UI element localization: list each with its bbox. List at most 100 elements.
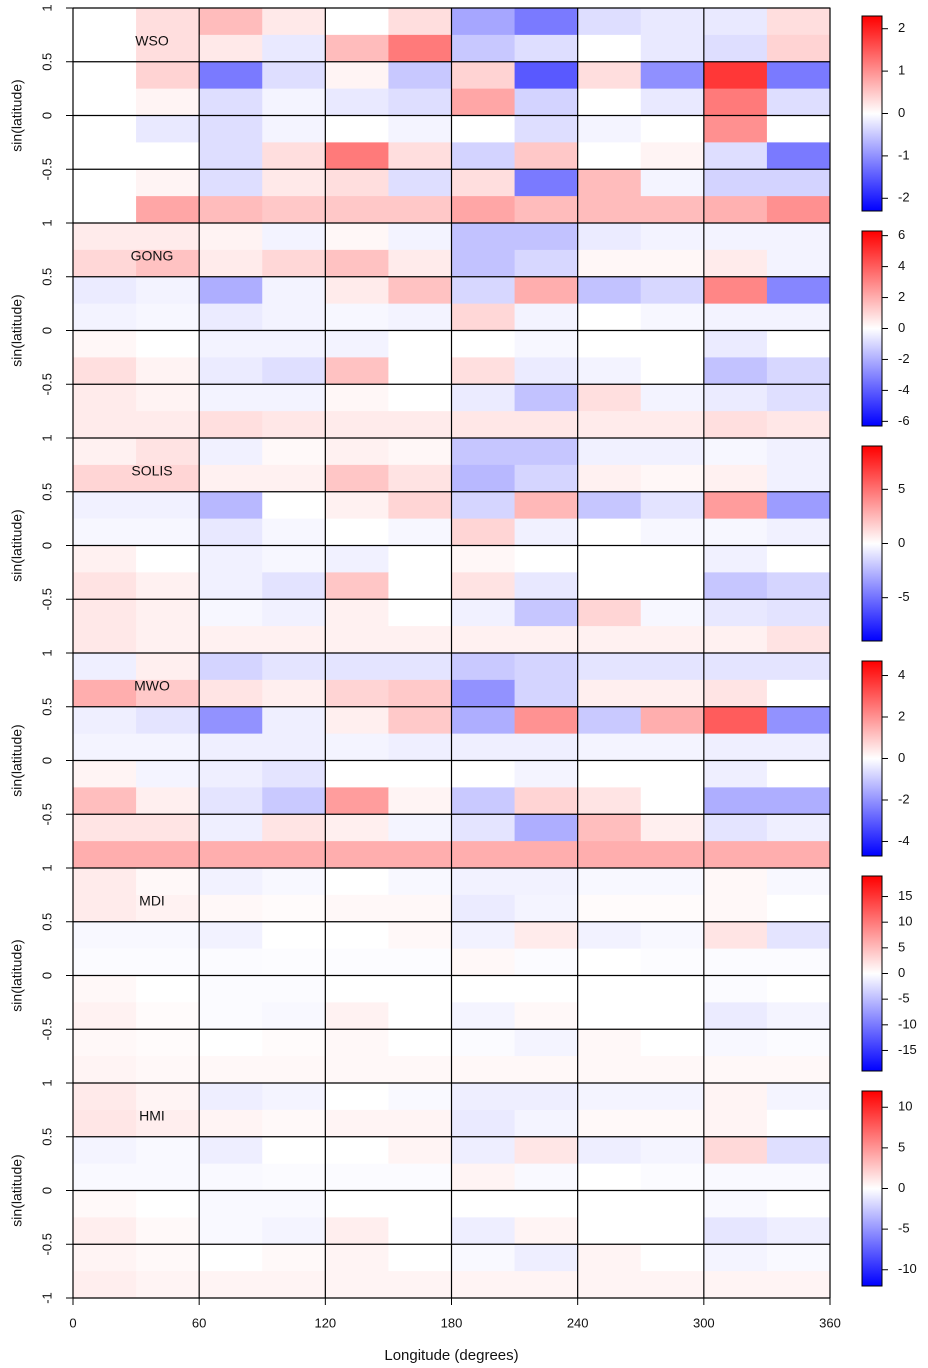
heat-cell (514, 921, 579, 950)
heat-cell (640, 545, 705, 573)
heat-cell (136, 787, 200, 815)
colorbar-tick-label: 2 (898, 20, 905, 35)
heat-cell (262, 1136, 326, 1165)
heat-cell (640, 868, 705, 896)
heat-cell (514, 1056, 579, 1084)
heat-cell (514, 814, 579, 842)
heat-cell (325, 1271, 389, 1299)
heat-cell (577, 894, 642, 923)
heat-cell (136, 572, 200, 600)
heat-cell (262, 330, 326, 358)
y-tick-label: 0.5 (39, 698, 54, 716)
heat-cell (703, 115, 768, 143)
heat-cell (766, 894, 831, 923)
heat-cell (262, 464, 326, 493)
heat-cell (703, 599, 768, 627)
heat-cell (199, 518, 263, 546)
y-tick-label: -0.5 (39, 158, 54, 180)
colorbar (861, 1090, 883, 1287)
heat-cell (325, 975, 389, 1003)
colorbar-tick-label: 4 (898, 667, 905, 682)
heat-cell (451, 88, 516, 116)
heat-cell (766, 276, 831, 305)
heat-cell (640, 1083, 705, 1111)
heat-cell (766, 921, 831, 950)
heat-cell (325, 518, 389, 546)
heat-cell (514, 706, 579, 735)
heat-cell (325, 1083, 389, 1111)
y-tick-label: -0.5 (39, 803, 54, 825)
heat-cell (136, 1163, 200, 1191)
heat-cell (451, 1271, 516, 1299)
heat-cell (514, 841, 579, 869)
heat-cell (262, 653, 326, 681)
heat-cell (703, 169, 768, 197)
heat-cell (325, 894, 389, 923)
heat-cell (262, 142, 326, 170)
heat-cell (640, 894, 705, 923)
heat-cell (73, 1271, 137, 1299)
heat-cell (451, 1029, 516, 1057)
heat-cell (514, 1163, 579, 1191)
heat-cell (451, 572, 516, 600)
heat-cell (73, 438, 137, 466)
heat-cell (514, 787, 579, 815)
heat-cell (199, 34, 263, 63)
heat-cell (451, 814, 516, 842)
heat-cell (325, 169, 389, 197)
heat-cell (640, 169, 705, 197)
heat-cell (703, 223, 768, 251)
heat-cell (766, 411, 831, 439)
heat-cell (703, 626, 768, 654)
heat-cell (451, 1056, 516, 1084)
heat-cell (703, 1271, 768, 1299)
heat-cell (199, 679, 263, 708)
heat-cell (514, 679, 579, 708)
heat-cell (451, 653, 516, 681)
heat-cell (640, 1136, 705, 1165)
heat-cell (577, 1163, 642, 1191)
heat-cell (388, 384, 452, 412)
heat-cell (577, 572, 642, 600)
heat-cell (640, 464, 705, 493)
colorbar-tick-label: 10 (898, 1099, 912, 1114)
colorbar-tick-label: -6 (898, 413, 910, 428)
heat-cell (703, 975, 768, 1003)
heat-cell (388, 249, 452, 278)
heat-cell (325, 733, 389, 761)
heat-cell (73, 464, 137, 493)
heat-cell (703, 1190, 768, 1218)
heat-cell (640, 303, 705, 331)
heat-cell (766, 357, 831, 385)
heat-cell (199, 491, 263, 520)
heat-cell (640, 1163, 705, 1191)
heat-cell (199, 653, 263, 681)
y-tick-label: 0 (39, 1187, 54, 1194)
heat-cell (262, 921, 326, 950)
heat-cell (262, 1002, 326, 1030)
heat-cell (451, 330, 516, 358)
heat-cell (766, 868, 831, 896)
heat-cell (451, 438, 516, 466)
heat-cell (262, 223, 326, 251)
colorbar-tick-label: -10 (898, 1261, 917, 1276)
heat-cell (766, 1190, 831, 1218)
heat-cell (703, 142, 768, 170)
heat-cell (577, 1029, 642, 1057)
heat-cell (703, 464, 768, 493)
heat-cell (703, 518, 768, 546)
heat-cell (325, 814, 389, 842)
colorbar-tick-label: 0 (898, 750, 905, 765)
heat-cell (514, 8, 579, 36)
heat-cell (766, 1244, 831, 1272)
heat-cell (514, 169, 579, 197)
heat-cell (73, 303, 137, 331)
heat-cell (388, 1056, 452, 1084)
heat-cell (766, 61, 831, 90)
heat-cell (640, 572, 705, 600)
heat-cell (388, 142, 452, 170)
heat-cell (136, 679, 200, 708)
heat-cell (766, 1217, 831, 1245)
heat-cell (262, 706, 326, 735)
heat-cell (514, 34, 579, 63)
